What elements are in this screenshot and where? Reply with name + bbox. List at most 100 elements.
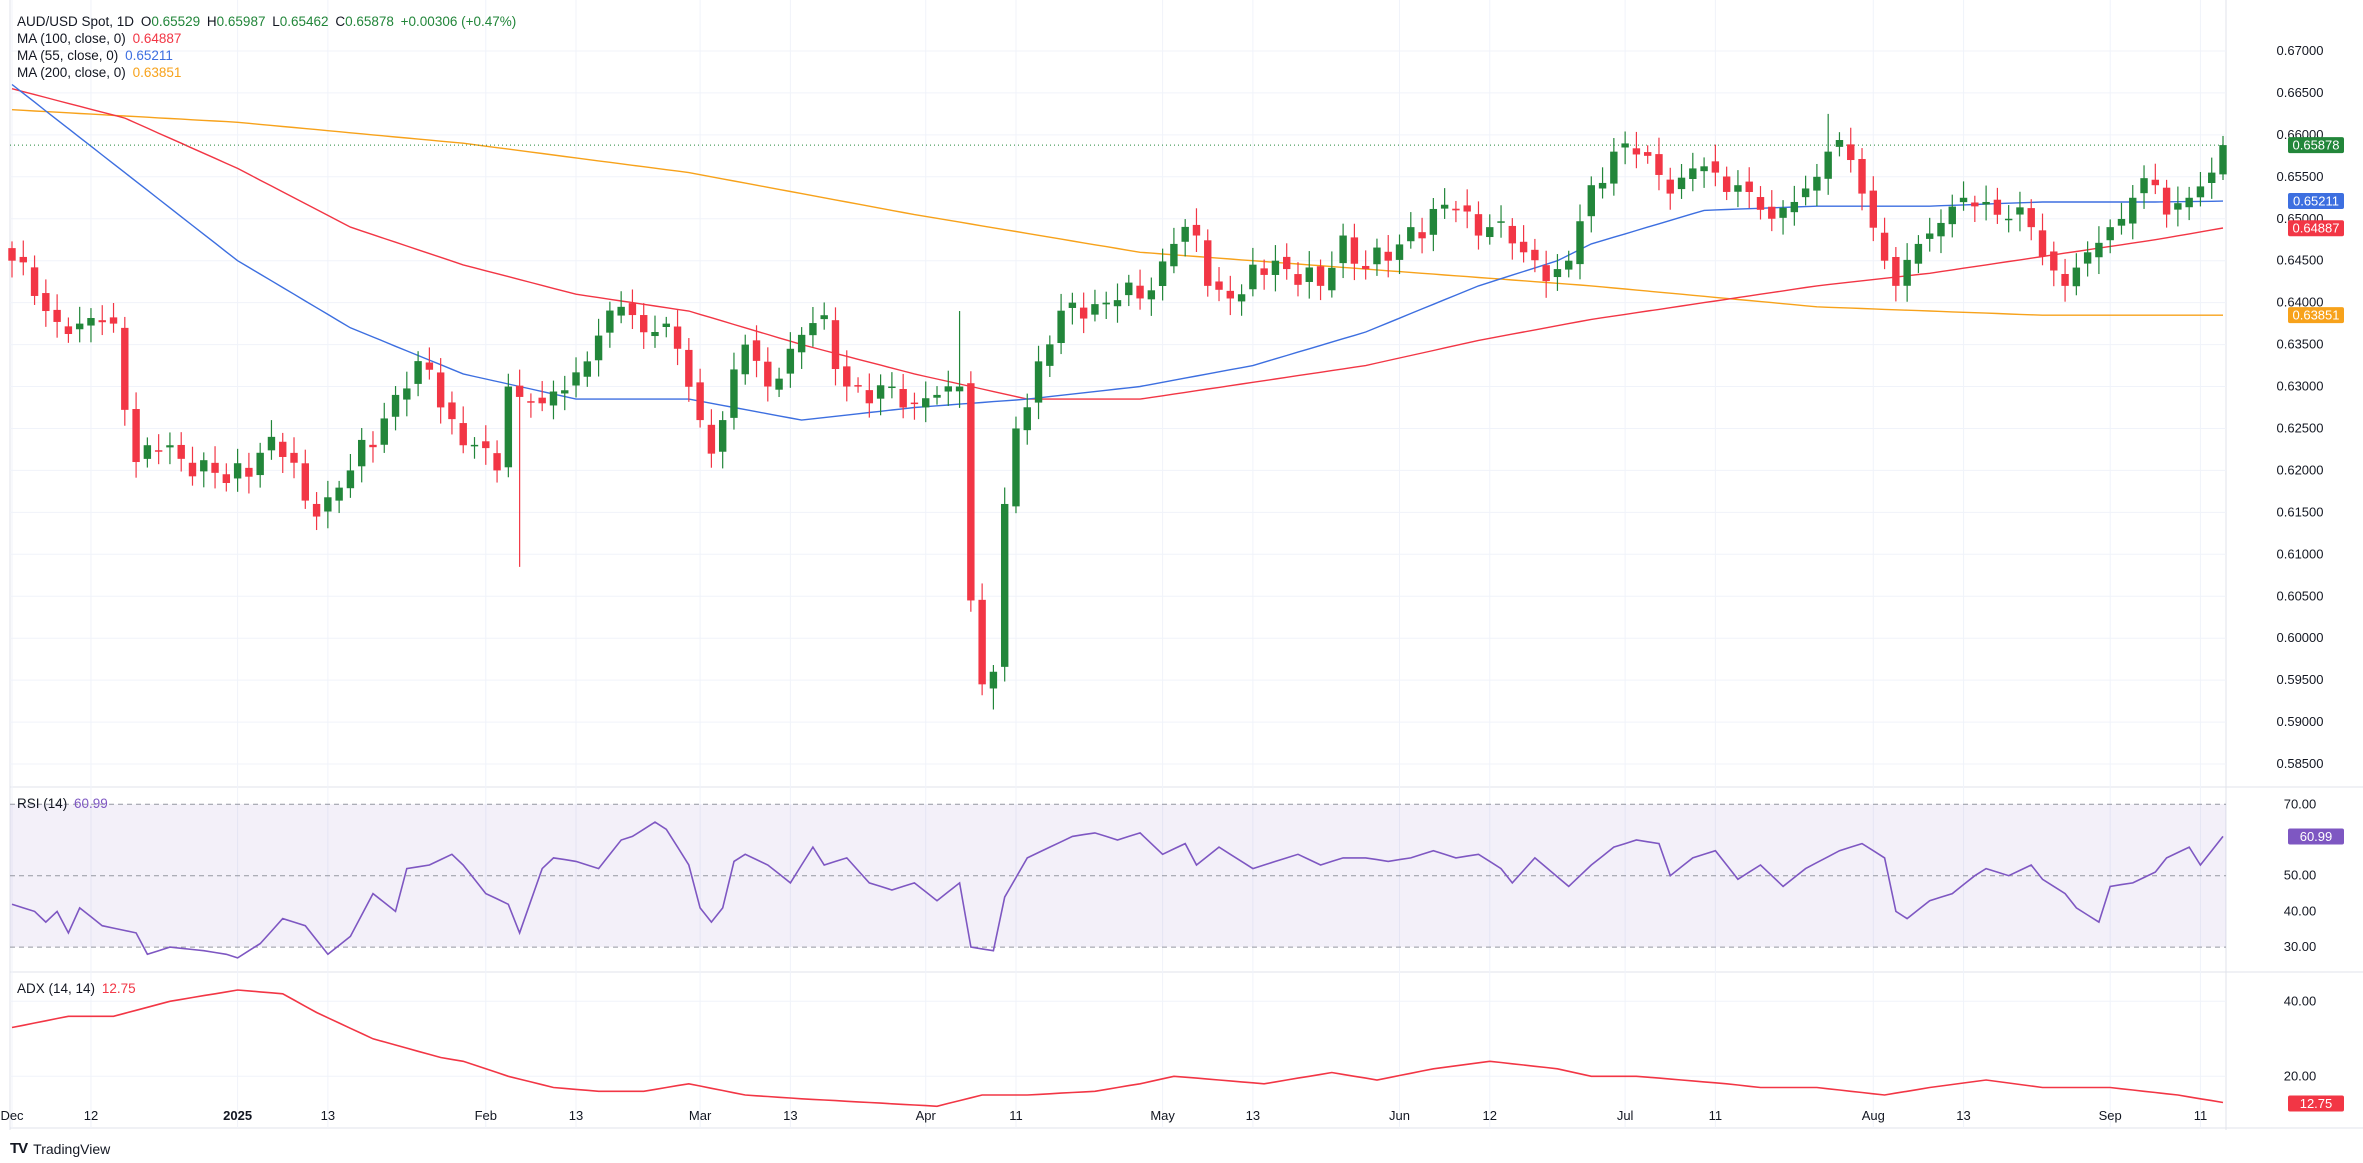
tradingview-brand[interactable]: TV TradingView <box>10 1140 110 1157</box>
candle-body <box>1621 143 1629 148</box>
candle <box>1440 188 1449 219</box>
high-value: 0.65987 <box>216 14 266 29</box>
candle <box>2196 171 2205 207</box>
adx-tick-label: 20.00 <box>2284 1068 2317 1083</box>
candle <box>1497 205 1505 238</box>
candle <box>1519 225 1528 263</box>
price-tick-label: 0.60000 <box>2277 630 2324 645</box>
time-tick-label: 13 <box>569 1108 583 1123</box>
candle-body <box>200 460 208 472</box>
candle <box>1474 201 1483 250</box>
candle-body <box>876 385 885 399</box>
candle-body <box>1181 226 1189 242</box>
candle <box>8 241 16 278</box>
candle-body <box>1643 152 1652 156</box>
candle <box>267 420 276 460</box>
price-tick-label: 0.58500 <box>2277 756 2324 771</box>
adx-legend[interactable]: ADX (14, 14) 12.75 <box>17 981 139 996</box>
candle <box>1260 259 1268 290</box>
candle <box>414 351 422 397</box>
ma55-legend[interactable]: MA (55, close, 0) 0.65211 <box>17 48 176 63</box>
candle-body <box>1971 202 1979 207</box>
low-value: 0.65462 <box>279 14 329 29</box>
price-axis[interactable]: 0.670000.665000.660000.655000.650000.645… <box>2277 43 2324 1083</box>
candle-body <box>222 474 231 483</box>
candle <box>831 307 840 386</box>
candle-body <box>1655 154 1663 175</box>
time-axis[interactable]: Dec 12 2025 13 Feb 13 Mar 13 Apr 11 May 13 Jun 12 Jul 1… <box>0 1108 2207 1123</box>
candle-body <box>1384 251 1392 261</box>
candle <box>1373 238 1381 276</box>
candle <box>1937 209 1945 254</box>
candle <box>30 255 39 305</box>
candle <box>75 306 84 343</box>
candle-body <box>572 372 580 386</box>
time-tick-label: 2025 <box>223 1108 252 1123</box>
price-tick-label: 0.66500 <box>2277 85 2324 100</box>
candle <box>1384 235 1392 278</box>
candle-body <box>1722 176 1731 192</box>
candle <box>628 289 637 330</box>
candle <box>1722 166 1731 201</box>
candle <box>764 347 772 402</box>
candle-body <box>1734 185 1742 192</box>
candle-body <box>1587 185 1595 217</box>
candle <box>899 373 907 419</box>
candle <box>2185 186 2193 221</box>
candle <box>730 352 738 430</box>
candle <box>1294 262 1302 297</box>
ma200-legend[interactable]: MA (200, close, 0) 0.63851 <box>17 65 184 80</box>
candle-body <box>121 327 129 410</box>
high-label: H <box>206 14 217 29</box>
candle <box>482 425 490 465</box>
candle <box>583 351 592 387</box>
price-tick-label: 0.61500 <box>2277 504 2324 519</box>
candle <box>1023 393 1031 445</box>
candle <box>944 370 952 406</box>
candle-body <box>211 462 219 473</box>
candle <box>143 437 152 468</box>
candle <box>357 428 366 483</box>
candle <box>1745 167 1753 209</box>
candle-body <box>1373 247 1381 265</box>
candle-body <box>1012 428 1020 507</box>
grid <box>9 0 2363 1130</box>
candle-body <box>2208 172 2216 183</box>
candle-body <box>19 256 27 263</box>
candle <box>1948 194 1956 238</box>
candle <box>1858 148 1866 211</box>
candle <box>1993 187 2002 224</box>
candle <box>955 311 964 408</box>
candle-body <box>944 386 952 392</box>
candle <box>910 392 919 420</box>
candle-body <box>1147 290 1156 300</box>
candle-body <box>154 450 163 452</box>
candle <box>1926 217 1934 252</box>
candle-body <box>1903 259 1911 286</box>
candle-body <box>1666 179 1674 194</box>
candle-body <box>1418 232 1426 239</box>
rsi-value: 60.99 <box>74 796 108 811</box>
candle-body <box>357 439 366 467</box>
adx-value: 12.75 <box>101 981 136 996</box>
candle <box>662 316 670 338</box>
candle-body <box>1328 267 1336 291</box>
rsi-legend[interactable]: RSI (14) 60.99 <box>17 796 111 811</box>
rsi-tag-bg <box>2288 828 2344 845</box>
ma100-legend[interactable]: MA (100, close, 0) 0.64887 <box>17 31 184 46</box>
candle-body <box>696 382 704 421</box>
symbol-name[interactable]: AUD/USD Spot, 1D <box>17 14 135 29</box>
candle-body <box>741 344 749 375</box>
candle-body <box>640 315 648 333</box>
candle <box>1587 176 1595 233</box>
candle-body <box>1689 168 1697 179</box>
candle-body <box>1700 166 1708 172</box>
moving-averages <box>10 83 2226 421</box>
candle <box>177 432 185 472</box>
candle <box>1959 181 1968 211</box>
candle <box>1283 243 1291 280</box>
candle-body <box>279 441 287 457</box>
candle <box>1632 131 1641 169</box>
candle <box>1847 127 1855 173</box>
